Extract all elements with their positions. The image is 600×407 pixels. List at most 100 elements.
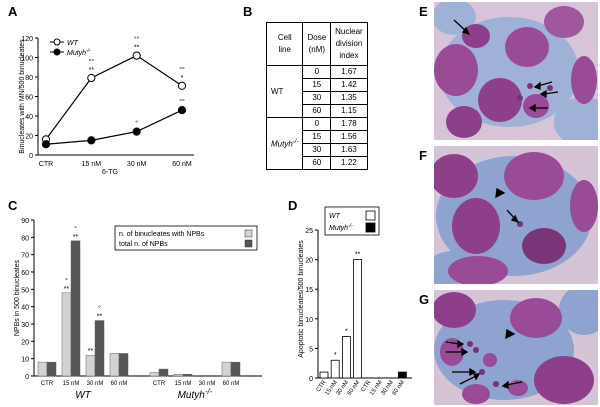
y-tick-label: 20: [305, 258, 313, 265]
x-tick-label: 60 nM: [172, 161, 192, 168]
significance-mark: °°: [89, 58, 95, 66]
y-axis-label: Apoptotic binucleates/500 binucleates: [298, 240, 305, 358]
x-tick-label: 60 nM: [111, 381, 128, 387]
panel-letter-d: D: [288, 198, 298, 213]
y-tick-label: 60: [25, 95, 33, 102]
y-tick-label: 80: [25, 75, 33, 82]
x-tick-label: CTR: [41, 381, 54, 387]
table-header-row: Cell line Dose (nM) Nuclear division index: [265, 22, 368, 66]
micrograph-e: [434, 2, 598, 140]
bar: [319, 371, 329, 379]
legend-label: Mutyh-/-: [67, 48, 91, 57]
bar: [118, 353, 129, 377]
x-tick-label: 15 nM: [82, 161, 102, 168]
table-row: 60 1.22: [267, 156, 368, 170]
table-header-cell: Dose (nM): [302, 22, 332, 66]
data-point: [41, 140, 51, 149]
y-tick-label: 15: [305, 287, 313, 294]
y-tick-label: 20: [21, 339, 29, 346]
data-point: [132, 127, 141, 136]
x-tick-label: 30 nM: [87, 381, 104, 387]
series-line-0: [45, 54, 183, 140]
table-row: 30 1.63: [267, 143, 368, 157]
significance-mark: *: [334, 352, 337, 359]
micrograph-g-image: [434, 290, 598, 404]
data-point: [177, 81, 187, 90]
legend-swatch: [244, 239, 253, 248]
panel-letter-b: B: [243, 4, 253, 19]
bar: [46, 361, 57, 377]
arrow-icon: [453, 19, 559, 113]
significance-mark: °°: [179, 66, 185, 74]
significance-mark: **: [89, 67, 95, 74]
table-cell: 60: [302, 104, 332, 118]
y-tick-label: 25: [305, 228, 313, 235]
y-tick-label: 5: [309, 346, 313, 353]
series-line-1: [45, 109, 183, 145]
data-point: [87, 73, 96, 83]
data-point: [177, 106, 187, 115]
x-tick-label: 15 nM: [175, 381, 192, 387]
data-point: [132, 51, 141, 60]
x-tick-label: 60 nM: [347, 380, 361, 397]
y-tick-label: 80: [21, 235, 29, 242]
y-tick-label: 90: [21, 218, 29, 225]
y-tick-label: 70: [21, 253, 29, 260]
legend-swatch: [365, 222, 376, 233]
legend-label: Mutyh-/-: [329, 223, 353, 232]
y-tick-label: 0: [309, 376, 313, 383]
table-cell: 60: [302, 156, 332, 170]
bar: [94, 320, 105, 377]
x-tick-label: 60 nM: [223, 381, 240, 387]
significance-mark: °: [135, 120, 138, 128]
micrograph-f-image: [434, 152, 598, 284]
panel-letter-e: E: [419, 4, 428, 19]
legend-label: WT: [329, 213, 341, 220]
bar: [397, 371, 407, 379]
nuclear-division-table-wrap: Cell line Dose (nM) Nuclear division index WT 0 1…: [265, 22, 368, 170]
bar: [70, 240, 81, 377]
y-tick-label: 10: [21, 357, 29, 364]
significance-mark: *: [181, 75, 184, 82]
x-tick-label: CTR: [153, 381, 166, 387]
y-tick-label: 120: [21, 36, 33, 43]
legend-marker: [53, 38, 61, 46]
bar: [230, 361, 241, 377]
y-axis-label: Binucleates with MN/500 binucleates: [19, 39, 26, 154]
micrograph-f: [434, 146, 598, 284]
bar: [182, 374, 193, 377]
y-tick-label: 60: [21, 270, 29, 277]
significance-mark: **: [355, 252, 361, 259]
arrowhead-icon: [505, 328, 516, 340]
significance-mark: **: [134, 45, 140, 52]
bar: [341, 336, 351, 379]
bar: [330, 359, 340, 379]
table-header-cell: Cell line: [265, 22, 304, 66]
table-cell: 1.15: [330, 104, 368, 118]
y-tick-label: 30: [21, 322, 29, 329]
table-cell-line: Mutyh-/-: [265, 117, 304, 170]
arrowhead-icon: [495, 187, 506, 199]
significance-mark: °: [74, 225, 77, 233]
x-axis-label: 6-TG: [102, 169, 118, 176]
data-point: [87, 136, 96, 145]
significance-mark: °: [65, 277, 68, 285]
significance-mark: °°: [179, 98, 185, 106]
group-label: Mutyh-/-: [178, 387, 213, 402]
x-tick-label: 30 nM: [199, 381, 216, 387]
table-row: WT 0 1.67: [265, 65, 368, 118]
legend-label: WT: [67, 40, 79, 47]
panel-letter-c: C: [8, 198, 18, 213]
significance-mark: °: [98, 305, 101, 313]
micrograph-g: [434, 290, 598, 405]
table-cell: 1.22: [330, 156, 368, 170]
y-tick-label: 100: [21, 56, 33, 63]
x-tick-label: 15 nM: [63, 381, 80, 387]
bar: [353, 259, 363, 379]
arrow-icon: [506, 209, 520, 224]
panel-letter-a: A: [8, 4, 18, 19]
table-row: 60 1.15: [267, 104, 368, 118]
y-tick-label: 40: [21, 305, 29, 312]
